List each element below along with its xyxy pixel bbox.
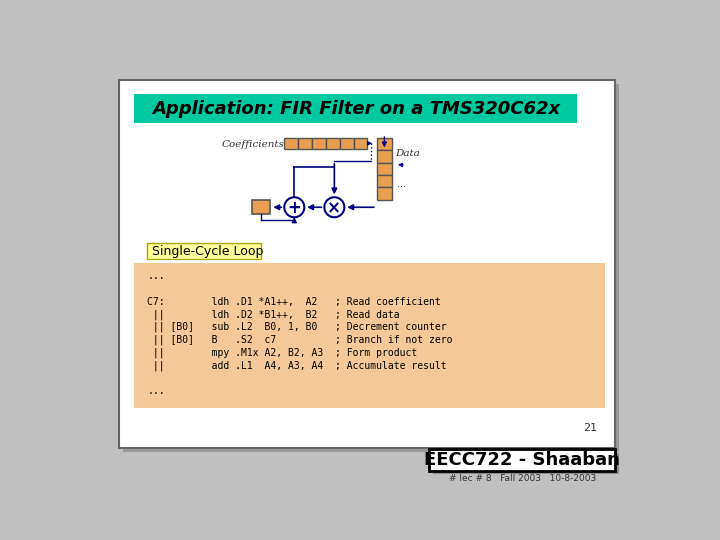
Bar xyxy=(429,449,616,470)
Text: C7:        ldh .D1 *A1++,  A2   ; Read coefficient: C7: ldh .D1 *A1++, A2 ; Read coefficient xyxy=(148,296,441,307)
Bar xyxy=(148,244,261,259)
Text: Data: Data xyxy=(395,150,420,159)
Bar xyxy=(284,138,298,148)
Bar xyxy=(312,138,326,148)
Text: || [B0]   B   .S2  c7          ; Branch if not zero: || [B0] B .S2 c7 ; Branch if not zero xyxy=(148,335,453,345)
Bar xyxy=(134,264,606,408)
Text: ||        ldh .D2 *B1++,  B2   ; Read data: || ldh .D2 *B1++, B2 ; Read data xyxy=(148,309,400,320)
Circle shape xyxy=(324,197,344,217)
Text: ×: × xyxy=(328,199,341,217)
Bar xyxy=(377,163,392,175)
Text: ...: ... xyxy=(148,386,165,395)
Text: || [B0]   sub .L2  B0, 1, B0   ; Decrement counter: || [B0] sub .L2 B0, 1, B0 ; Decrement co… xyxy=(148,322,447,333)
Bar xyxy=(354,138,367,148)
Bar xyxy=(298,138,312,148)
Bar xyxy=(340,138,354,148)
Text: Single-Cycle Loop: Single-Cycle Loop xyxy=(152,245,264,258)
Bar xyxy=(377,175,392,187)
Bar xyxy=(252,200,271,214)
Text: ...: ... xyxy=(148,271,165,281)
Bar xyxy=(122,84,619,452)
Text: +: + xyxy=(287,199,301,217)
Bar xyxy=(326,138,340,148)
Circle shape xyxy=(284,197,305,217)
Text: EECC722 - Shaaban: EECC722 - Shaaban xyxy=(424,451,620,469)
Bar xyxy=(377,187,392,200)
Bar xyxy=(134,94,577,123)
Bar xyxy=(377,138,392,150)
Text: # lec # 8   Fall 2003   10-8-2003: # lec # 8 Fall 2003 10-8-2003 xyxy=(449,475,596,483)
Text: 21: 21 xyxy=(584,423,598,433)
Text: Coefficients: Coefficients xyxy=(221,140,284,149)
Text: ...: ... xyxy=(397,179,406,189)
Bar xyxy=(119,80,616,448)
Bar xyxy=(377,150,392,163)
Bar xyxy=(433,453,619,475)
Text: Application: FIR Filter on a TMS320C62x: Application: FIR Filter on a TMS320C62x xyxy=(152,100,560,118)
Text: ||        mpy .M1x A2, B2, A3  ; Form product: || mpy .M1x A2, B2, A3 ; Form product xyxy=(148,347,418,358)
Text: ||        add .L1  A4, A3, A4  ; Accumulate result: || add .L1 A4, A3, A4 ; Accumulate resul… xyxy=(148,360,447,370)
